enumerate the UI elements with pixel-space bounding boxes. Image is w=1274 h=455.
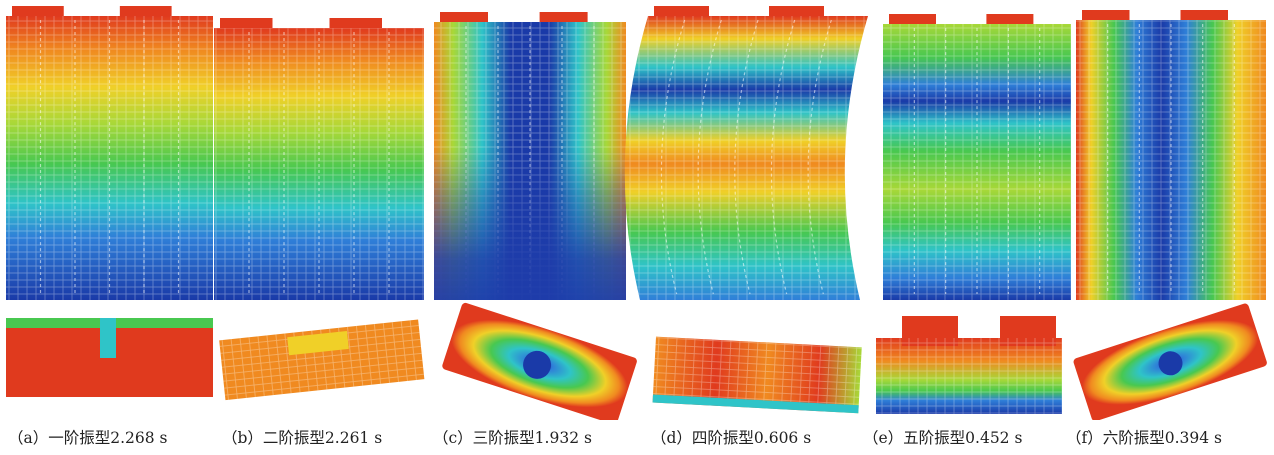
panel-f-elevation-roof-right (1180, 10, 1228, 22)
panel-b-elevation-mesh (214, 28, 424, 300)
panel-b-elevation-roof-right (329, 18, 382, 30)
panel-b-plan-mesh (219, 319, 425, 401)
caption-b: （b）二阶振型2.261 s (222, 429, 383, 447)
panel-d-elevation-mesh (624, 16, 868, 300)
panel-c-elevation-overlay (434, 22, 626, 300)
panel-c-elevation-roof-left (440, 12, 488, 24)
panel-a-plan (6, 318, 213, 397)
panel-a-elevation-mesh (6, 16, 213, 300)
panel-b-elevation-roof-left (220, 18, 273, 30)
panel-d-elevation-column-line (770, 19, 796, 295)
panel-d-elevation-column-line (807, 19, 832, 295)
panel-d-elevation (624, 6, 868, 300)
panel-e-elevation (883, 14, 1071, 300)
panel-d-elevation-column-line (697, 19, 722, 295)
panel-c-elevation (434, 12, 626, 300)
panel-f-elevation-mesh (1076, 20, 1266, 300)
panel-f-plan (1073, 303, 1267, 422)
panel-e-elevation-roof-right (986, 14, 1034, 26)
panel-c-plan (442, 302, 637, 425)
mode-shape-drawings (6, 6, 1267, 425)
caption-a: （a）一阶振型2.268 s (8, 429, 168, 447)
panel-a-elevation-roof-right (119, 6, 172, 18)
panel-c-plan-center (523, 350, 552, 379)
panel-a-elevation-roof-left (12, 6, 64, 18)
panel-d-elevation-roof-left (654, 6, 709, 18)
panel-f-elevation-roof-left (1082, 10, 1130, 22)
caption-f: （f）六阶振型0.394 s (1066, 429, 1222, 447)
panel-b-elevation (214, 18, 424, 300)
caption-c: （c）三阶振型1.932 s (433, 429, 592, 447)
panel-d-elevation-roof-right (769, 6, 824, 18)
panel-d-elevation-column-line (734, 19, 759, 295)
panel-d-plan (652, 336, 862, 414)
panel-d-elevation-column-line (660, 19, 686, 295)
caption-d: （d）四阶振型0.606 s (651, 429, 812, 447)
panel-e-plan-mesh (876, 338, 1062, 414)
panel-f-plan-center (1158, 351, 1183, 376)
panel-a-elevation (6, 6, 213, 300)
panel-a-plan-core (100, 318, 116, 358)
panel-e-plan (876, 316, 1062, 414)
panel-e-elevation-roof-left (889, 14, 936, 26)
panel-c-elevation-roof-right (539, 12, 588, 24)
panel-f-elevation (1076, 10, 1266, 300)
panel-d-plan-mesh (652, 336, 862, 414)
panel-b-plan-core (287, 331, 349, 356)
caption-e: （e）五阶振型0.452 s (863, 429, 1023, 447)
panel-b-plan (219, 319, 425, 401)
panel-d-plan-edge (652, 394, 859, 414)
